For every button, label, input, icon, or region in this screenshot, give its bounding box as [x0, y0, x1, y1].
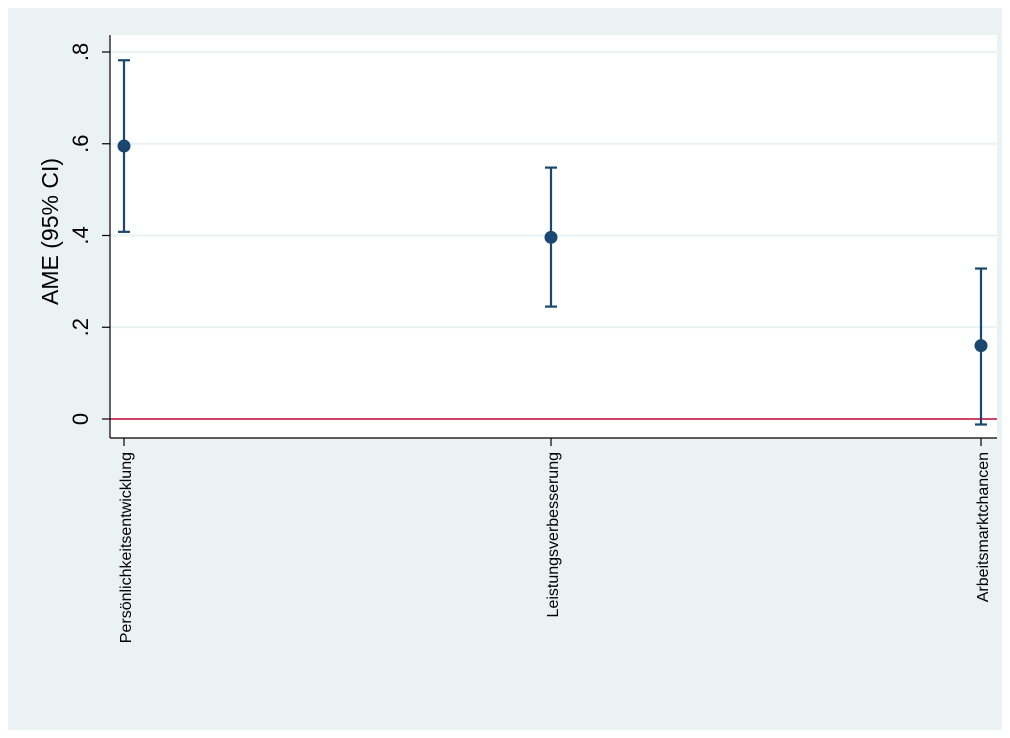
y-axis-title: AME (95% CI) [37, 158, 63, 305]
point-estimate-0 [117, 139, 131, 153]
y-tick-label-1: .2 [68, 318, 93, 336]
y-tick-label-3: .6 [68, 135, 93, 153]
y-tick-label-4: .8 [68, 43, 93, 61]
point-estimate-2 [974, 339, 988, 353]
x-tick-label-1: Leistungsverbesserung [545, 452, 562, 617]
x-tick-label-0: Persönlichkeitsentwicklung [118, 452, 135, 643]
point-estimate-1 [544, 230, 558, 244]
y-tick-label-0: 0 [68, 413, 93, 425]
x-tick-label-2: Arbeitsmarktchancen [975, 452, 992, 602]
y-tick-label-2: .4 [68, 226, 93, 244]
